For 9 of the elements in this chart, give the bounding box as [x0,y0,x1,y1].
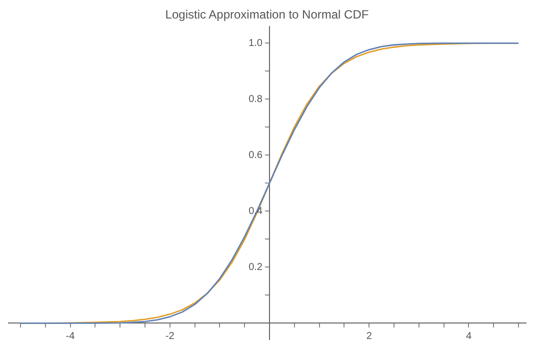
x-tick-label: -4 [66,330,76,342]
x-tick-label: 4 [466,330,472,342]
y-tick-label: 1.0 [248,38,263,49]
x-tick-label: -2 [165,330,175,342]
y-tick-label: 0.8 [248,94,263,105]
x-tick-label: 2 [366,330,372,342]
y-tick-label: 0.2 [248,262,263,273]
y-tick-label: 0.6 [248,150,263,161]
chart-title: Logistic Approximation to Normal CDF [165,8,369,22]
